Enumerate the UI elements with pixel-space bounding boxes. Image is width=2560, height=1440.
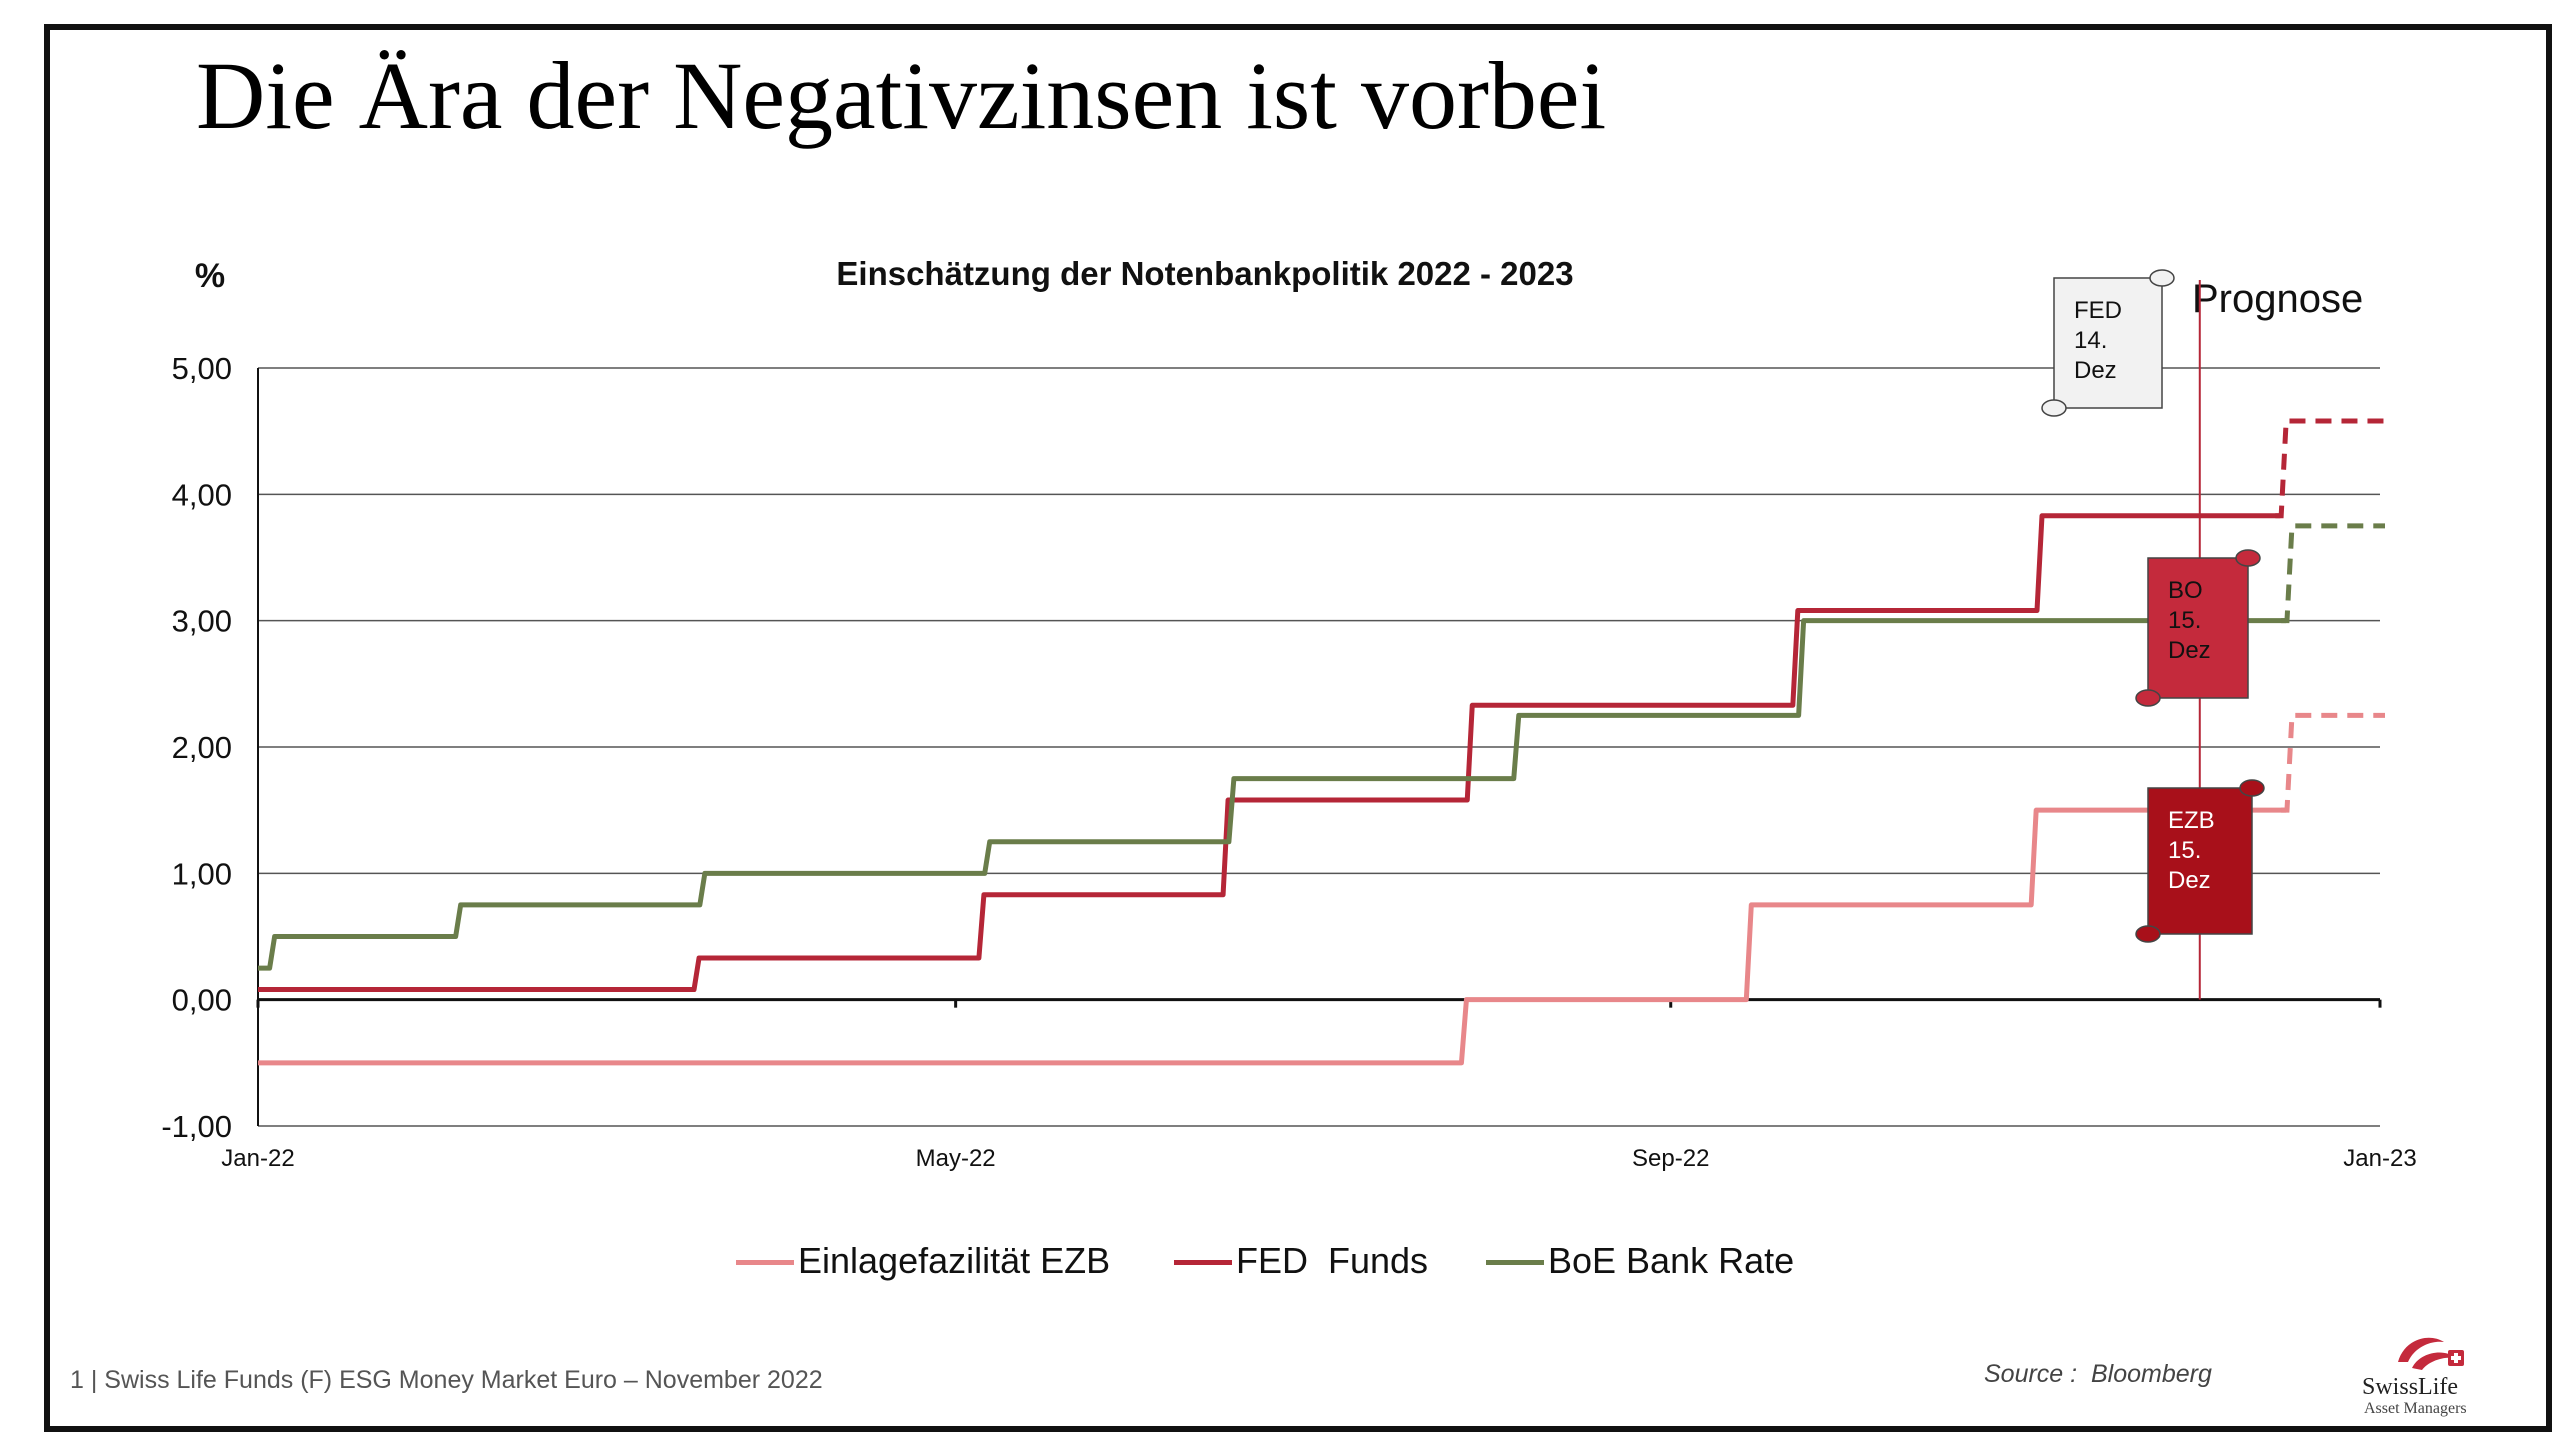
- source-text: Source : Bloomberg: [1984, 1360, 2212, 1388]
- y-tick-label: 3,00: [172, 604, 232, 639]
- y-tick-label: 4,00: [172, 477, 232, 512]
- annotation-boe-text: 15.: [2168, 607, 2201, 634]
- annotation-fed-text: Dez: [2074, 357, 2117, 384]
- forecast-label: Prognose: [2192, 277, 2363, 321]
- annotation-ezb: EZB 15. Dez: [2135, 779, 2265, 943]
- slide-frame: [44, 24, 2552, 1432]
- x-tick-label: Jan-23: [2343, 1145, 2416, 1172]
- footer-text: 1 | Swiss Life Funds (F) ESG Money Marke…: [70, 1366, 823, 1394]
- logo-wordmark: SwissLife: [2362, 1374, 2458, 1400]
- legend-swatch-boe: [1486, 1260, 1544, 1265]
- grid-layer: [256, 367, 2382, 1127]
- annotation-boe-text: Dez: [2168, 637, 2211, 664]
- annotation-fed: FED 14. Dez: [2041, 269, 2175, 417]
- annotation-fed-scroll: [2053, 277, 2163, 409]
- x-tick-label: Jan-22: [221, 1145, 294, 1172]
- series-line-fed-forecast: [2275, 418, 2385, 519]
- slide-title: Die Ära der Negativzinsen ist vorbei: [196, 42, 1607, 149]
- logo-subtitle: Asset Managers: [2364, 1400, 2467, 1417]
- legend-label-fed: FED Funds: [1236, 1240, 1429, 1281]
- series-line-fed: [258, 513, 2281, 993]
- y-tick-label: 0,00: [172, 983, 232, 1018]
- series-line-ezb: [258, 807, 2287, 1066]
- annotation-boe-scroll-top: [2235, 549, 2261, 567]
- annotation-ezb-text: EZB: [2168, 807, 2215, 834]
- y-axis-unit-label: %: [195, 257, 225, 295]
- legend-swatch-ezb: [736, 1260, 794, 1265]
- legend-label-ezb: Einlagefazilität EZB: [798, 1240, 1111, 1281]
- annotation-ezb-text: Dez: [2168, 867, 2211, 894]
- annotation-boe-scroll-bottom: [2135, 689, 2161, 707]
- x-tick-label: Sep-22: [1632, 1145, 1709, 1172]
- annotation-ezb-scroll-bottom: [2135, 925, 2161, 943]
- annotation-fed-scroll-bottom: [2041, 399, 2067, 417]
- y-axis: 5,00 4,00 3,00 2,00 1,00 0,00 -1,00: [161, 351, 232, 1144]
- annotation-boe: BO 15. Dez: [2135, 549, 2261, 707]
- annotation-fed-text: FED: [2074, 297, 2122, 324]
- y-tick-label: 1,00: [172, 856, 232, 891]
- annotation-fed-text: 14.: [2074, 327, 2107, 354]
- swisslife-logo-icon: [2398, 1337, 2464, 1370]
- x-tick-label: May-22: [916, 1145, 996, 1172]
- y-tick-label: 5,00: [172, 351, 232, 386]
- annotation-layer: FED 14. Dez BO 15. Dez EZB 15. Dez: [2041, 269, 2265, 943]
- series-line-boe: [258, 618, 2287, 971]
- annotation-boe-scroll: [2147, 557, 2249, 699]
- series-layer: [258, 418, 2385, 1066]
- x-axis: Jan-22 May-22 Sep-22 Jan-23: [221, 1145, 2416, 1172]
- annotation-boe-text: BO: [2168, 577, 2203, 604]
- annotation-ezb-scroll-top: [2239, 779, 2265, 797]
- annotation-fed-scroll-top: [2149, 269, 2175, 287]
- y-tick-label: -1,00: [161, 1109, 232, 1144]
- annotation-ezb-scroll: [2147, 787, 2253, 935]
- legend-label-boe: BoE Bank Rate: [1548, 1240, 1795, 1281]
- chart-title: Einschätzung der Notenbankpolitik 2022 -…: [836, 255, 1573, 292]
- annotation-ezb-text: 15.: [2168, 837, 2201, 864]
- y-tick-label: 2,00: [172, 730, 232, 765]
- legend-swatch-fed: [1174, 1260, 1232, 1265]
- series-line-ezb-forecast: [2281, 712, 2385, 813]
- series-line-boe-forecast: [2281, 523, 2385, 624]
